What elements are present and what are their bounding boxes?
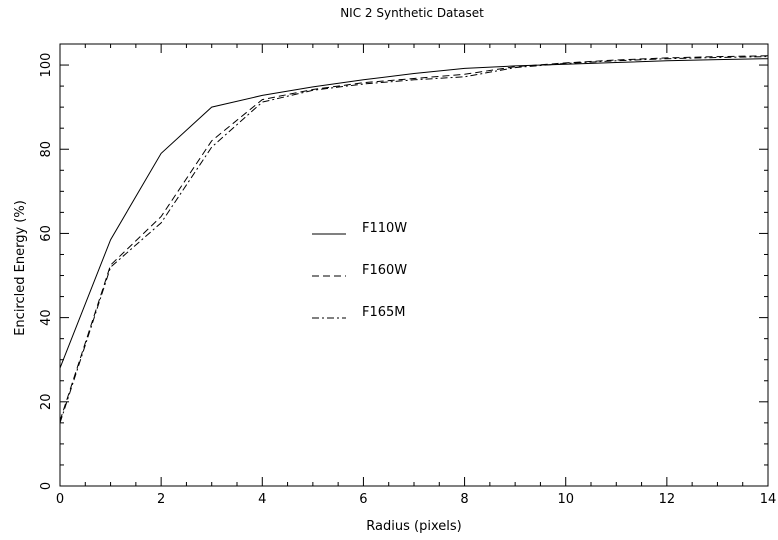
x-tick-label: 10 bbox=[557, 492, 574, 507]
series-line-f165m bbox=[59, 56, 769, 424]
x-tick-label: 14 bbox=[760, 492, 777, 507]
legend-label: F160W bbox=[362, 263, 407, 278]
y-tick-label: 20 bbox=[39, 394, 54, 411]
plot-frame bbox=[59, 43, 769, 487]
series-layer bbox=[59, 55, 769, 424]
legend: F110W F160W F165M bbox=[312, 221, 407, 320]
chart-title: NIC 2 Synthetic Dataset bbox=[340, 6, 484, 20]
x-tick-label: 12 bbox=[659, 492, 676, 507]
x-axis: 0 2 4 6 8 10 12 14 bbox=[56, 44, 776, 507]
y-axis: 0 20 40 60 80 100 bbox=[39, 43, 768, 490]
x-tick-label: 2 bbox=[157, 492, 165, 507]
y-tick-label: 40 bbox=[39, 309, 54, 326]
y-tick-label: 0 bbox=[39, 482, 54, 490]
y-axis-label: Encircled Energy (%) bbox=[13, 200, 28, 336]
x-tick-label: 8 bbox=[460, 492, 468, 507]
x-tick-label: 4 bbox=[258, 492, 266, 507]
legend-label: F165M bbox=[362, 305, 406, 320]
series-line-f160w bbox=[59, 55, 769, 421]
legend-label: F110W bbox=[362, 221, 407, 236]
x-axis-label: Radius (pixels) bbox=[366, 519, 461, 534]
y-tick-label: 100 bbox=[39, 53, 54, 78]
x-tick-label: 0 bbox=[56, 492, 64, 507]
y-tick-label: 80 bbox=[39, 141, 54, 158]
y-tick-label: 60 bbox=[39, 225, 54, 242]
series-line-f110w bbox=[59, 58, 769, 369]
x-tick-label: 6 bbox=[359, 492, 367, 507]
